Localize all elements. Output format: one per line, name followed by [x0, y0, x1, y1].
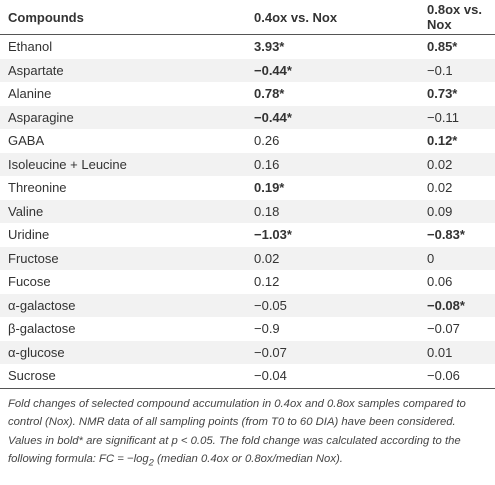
table-row: Ethanol 3.93* 0.85*: [0, 35, 495, 59]
value-cell: −0.1: [419, 58, 495, 82]
value-cell: −0.06: [419, 364, 495, 389]
compound-cell: Ethanol: [8, 39, 53, 55]
value-cell: 0: [419, 246, 495, 270]
value-cell: 0.19*: [254, 180, 285, 196]
compound-cell: Valine: [0, 199, 246, 223]
value-cell: 0.02: [246, 246, 419, 270]
value-cell: −0.05: [246, 293, 419, 317]
value-cell: −1.03*: [254, 227, 292, 243]
table-row: Isoleucine + Leucine 0.16 0.02: [0, 152, 495, 176]
compound-cell: Sucrose: [0, 364, 246, 389]
data-table: Compounds 0.4ox vs. Nox 0.8ox vs. Nox Etha…: [0, 0, 495, 389]
compound-cell: Isoleucine + Leucine: [0, 152, 246, 176]
table-row: Threonine 0.19* 0.02: [0, 176, 495, 200]
table-row: Fucose 0.12 0.06: [0, 270, 495, 294]
value-cell: 0.78*: [254, 86, 285, 102]
table-row: Asparagine −0.44* −0.11: [0, 105, 495, 129]
value-cell: 0.09: [419, 199, 495, 223]
compound-cell: β-galactose: [8, 321, 76, 337]
table-row: Sucrose −0.04 −0.06: [0, 364, 495, 389]
compound-cell: Fucose: [8, 274, 51, 290]
compound-cell: Fructose: [0, 246, 246, 270]
footnote: Fold changes of selected compound accumu…: [8, 395, 487, 472]
value-cell: −0.11: [419, 105, 495, 129]
compound-cell: Uridine: [8, 227, 50, 243]
compound-cell: Asparagine: [0, 105, 246, 129]
table-row: α-galactose −0.05 −0.08*: [0, 293, 495, 317]
table-row: Alanine 0.78* 0.73*: [0, 82, 495, 106]
value-cell: −0.08*: [419, 293, 495, 317]
table-row: α-glucose −0.07 0.01: [0, 340, 495, 364]
compound-cell: Threonine: [8, 180, 67, 196]
value-cell: −0.44*: [246, 105, 419, 129]
value-cell: −0.07: [427, 321, 460, 337]
value-cell: 0.26: [254, 133, 280, 149]
value-cell: 0.02: [427, 180, 453, 196]
value-cell: 0.12*: [427, 133, 458, 149]
value-cell: 0.06: [427, 274, 453, 290]
compound-cell: Alanine: [8, 86, 52, 102]
table-row: Aspartate −0.44* −0.1: [0, 58, 495, 82]
compound-cell: GABA: [8, 133, 45, 149]
table-row: β-galactose −0.9 −0.07: [0, 317, 495, 341]
column-header: Compounds: [0, 0, 246, 35]
value-cell: 0.02: [419, 152, 495, 176]
table-row: Valine 0.18 0.09: [0, 199, 495, 223]
value-cell: −0.04: [246, 364, 419, 389]
table-row: GABA 0.26 0.12*: [0, 129, 495, 153]
value-cell: 0.73*: [427, 86, 458, 102]
compound-cell: α-galactose: [0, 293, 246, 317]
value-cell: −0.44*: [246, 58, 419, 82]
value-cell: 0.12: [254, 274, 280, 290]
footnote-text: 2: [148, 456, 154, 468]
column-header: 0.4ox vs. Nox: [246, 0, 419, 35]
value-cell: −0.9: [254, 321, 280, 337]
value-cell: 0.18: [246, 199, 419, 223]
value-cell: −0.83*: [427, 227, 465, 243]
footnote-text: (median 0.4ox or 0.8ox/median Nox).: [153, 453, 343, 465]
compound-cell: α-glucose: [0, 340, 246, 364]
value-cell: 0.85*: [427, 39, 458, 55]
value-cell: 3.93*: [254, 39, 285, 55]
header-row: Compounds 0.4ox vs. Nox 0.8ox vs. Nox: [0, 0, 495, 35]
value-cell: 0.01: [419, 340, 495, 364]
table-row: Uridine −1.03* −0.83*: [0, 223, 495, 247]
footnote-text: Fold changes of selected compound accumu…: [8, 397, 466, 466]
table-body: Ethanol 3.93* 0.85* Aspartate −0.44* −0.1 Alan…: [0, 35, 495, 389]
compound-cell: Aspartate: [0, 58, 246, 82]
column-header: 0.8ox vs. Nox: [419, 0, 495, 35]
value-cell: 0.16: [246, 152, 419, 176]
table-row: Fructose 0.02 0: [0, 246, 495, 270]
value-cell: −0.07: [246, 340, 419, 364]
